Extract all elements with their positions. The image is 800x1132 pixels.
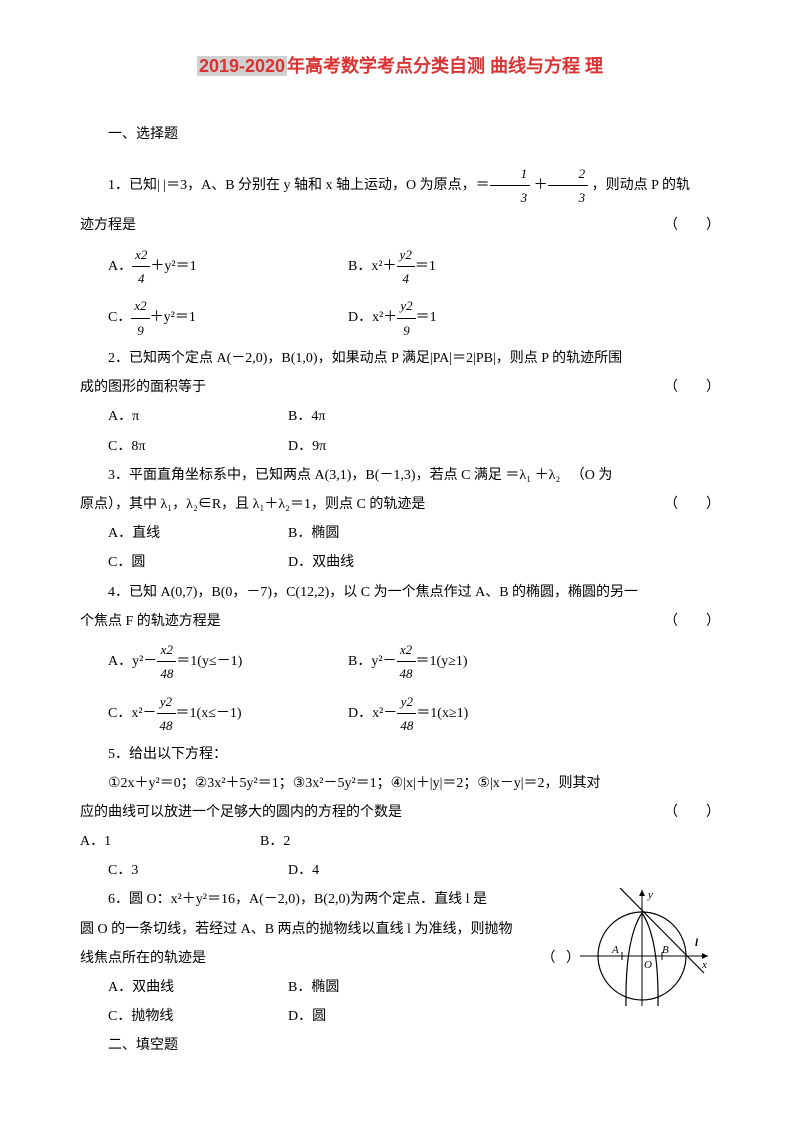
question-3: 3．平面直角坐标系中，已知两点 A(3,1)，B(－1,3)，若点 C 满足 ＝…: [80, 463, 720, 488]
title-remainder: 年高考数学考点分类自测 曲线与方程 理: [287, 56, 603, 76]
q4-opt-b: B．y²－x248＝1(y≥1): [348, 638, 588, 686]
q3-opt-b: B．椭圆: [288, 521, 339, 546]
q1-frac2: 23: [548, 162, 589, 210]
q4-options-cd: C．x²－y248＝1(x≤－1) D．x²－y248＝1(x≥1): [80, 690, 720, 738]
svg-text:O: O: [644, 959, 652, 971]
q5-line3: 应的曲线可以放进一个足够大的圆内的方程的个数是 （ ）: [80, 800, 720, 825]
q3-paren: （ ）: [664, 492, 720, 517]
page-title: 2019-2020年高考数学考点分类自测 曲线与方程 理: [80, 50, 720, 82]
q4-opt-a: A．y²－x248＝1(y≤－1): [108, 638, 348, 686]
q3-options-ab: A．直线 B．椭圆: [80, 521, 720, 546]
title-highlight: 2019-2020: [197, 56, 287, 76]
q1-cont: 迹方程是 （ ）: [80, 213, 720, 238]
q6-opt-b: B．椭圆: [288, 975, 339, 1000]
q1-line2: 迹方程是: [80, 218, 136, 233]
q1-end: ，则动点 P 的轨: [588, 178, 690, 193]
q2-options-cd: C．8π D．9π: [80, 434, 720, 459]
section-1-title: 一、选择题: [80, 122, 720, 147]
q6-opt-a: A．双曲线: [108, 975, 288, 1000]
q1-options-ab: A．x24＋y²＝1 B．x²＋y24＝1: [80, 243, 720, 291]
q1-opt-d: D．x²＋y29＝1: [348, 294, 588, 342]
question-2: 2．已知两个定点 A(－2,0)，B(1,0)，如果动点 P 满足|PA|＝2|…: [80, 346, 720, 371]
svg-text:B: B: [662, 944, 669, 956]
q5-opt-d: D．4: [288, 858, 319, 883]
q6-figure: y x l A B O: [580, 888, 710, 1008]
svg-text:x: x: [701, 959, 707, 971]
q4-cont: 个焦点 F 的轨迹方程是 （ ）: [80, 609, 720, 634]
question-1: 1．已知| |＝3，A、B 分别在 y 轴和 x 轴上运动，O 为原点，＝13 …: [80, 162, 720, 210]
q5-opt-c: C．3: [108, 858, 288, 883]
q2-options-ab: A．π B．4π: [80, 404, 720, 429]
q6-opt-d: D．圆: [288, 1004, 326, 1029]
q6-paren: （ ）: [542, 946, 581, 971]
q5-options-cd: C．3 D．4: [80, 858, 720, 883]
q5-opt-a: A．1: [80, 829, 260, 854]
svg-text:l: l: [695, 937, 699, 949]
q2-opt-c: C．8π: [108, 434, 288, 459]
q5-opt-b: B．2: [260, 829, 290, 854]
q3-options-cd: C．圆 D．双曲线: [80, 550, 720, 575]
svg-text:A: A: [611, 944, 619, 956]
q5-line2: ①2x＋y²＝0；②3x²＋5y²＝1；③3x²－5y²＝1；④|x|＋|y|＝…: [80, 771, 720, 796]
q4-opt-c: C．x²－y248＝1(x≤－1): [108, 690, 348, 738]
q3-opt-a: A．直线: [108, 521, 288, 546]
q4-paren: （ ）: [664, 609, 720, 634]
q4-opt-d: D．x²－y248＝1(x≥1): [348, 690, 588, 738]
q1-opt-b: B．x²＋y24＝1: [348, 243, 588, 291]
q2-opt-a: A．π: [108, 404, 288, 429]
question-4: 4．已知 A(0,7)，B(0，－7)，C(12,2)，以 C 为一个焦点作过 …: [80, 580, 720, 605]
q4-options-ab: A．y²－x248＝1(y≤－1) B．y²－x248＝1(y≥1): [80, 638, 720, 686]
q2-opt-d: D．9π: [288, 434, 326, 459]
q2-paren: （ ）: [664, 375, 720, 400]
circle-tangent-diagram-icon: y x l A B O: [580, 888, 710, 1008]
svg-text:y: y: [647, 889, 653, 901]
q1-opt-c: C．x29＋y²＝1: [108, 294, 348, 342]
q3-opt-c: C．圆: [108, 550, 288, 575]
q1-mid: ＋: [530, 178, 548, 193]
q1-text-1: 1．已知| |＝3，A、B 分别在 y 轴和 x 轴上运动，O 为原点，＝: [108, 178, 490, 193]
q6-opt-c: C．抛物线: [108, 1004, 288, 1029]
q5-paren: （ ）: [664, 800, 720, 825]
q1-paren: （ ）: [664, 213, 720, 238]
q5-options-ab: A．1 B．2: [80, 829, 720, 854]
q3-opt-d: D．双曲线: [288, 550, 354, 575]
q1-frac1: 13: [490, 162, 531, 210]
section-2-title: 二、填空题: [80, 1033, 720, 1058]
q3-cont: 原点），其中 λ₁，λ₂∈R，且 λ₁＋λ₂＝1，则点 C 的轨迹是 （ ）: [80, 492, 720, 517]
q1-options-cd: C．x29＋y²＝1 D．x²＋y29＝1: [80, 294, 720, 342]
q2-cont: 成的图形的面积等于 （ ）: [80, 375, 720, 400]
question-5: 5．给出以下方程：: [80, 742, 720, 767]
q2-opt-b: B．4π: [288, 404, 325, 429]
q1-opt-a: A．x24＋y²＝1: [108, 243, 348, 291]
